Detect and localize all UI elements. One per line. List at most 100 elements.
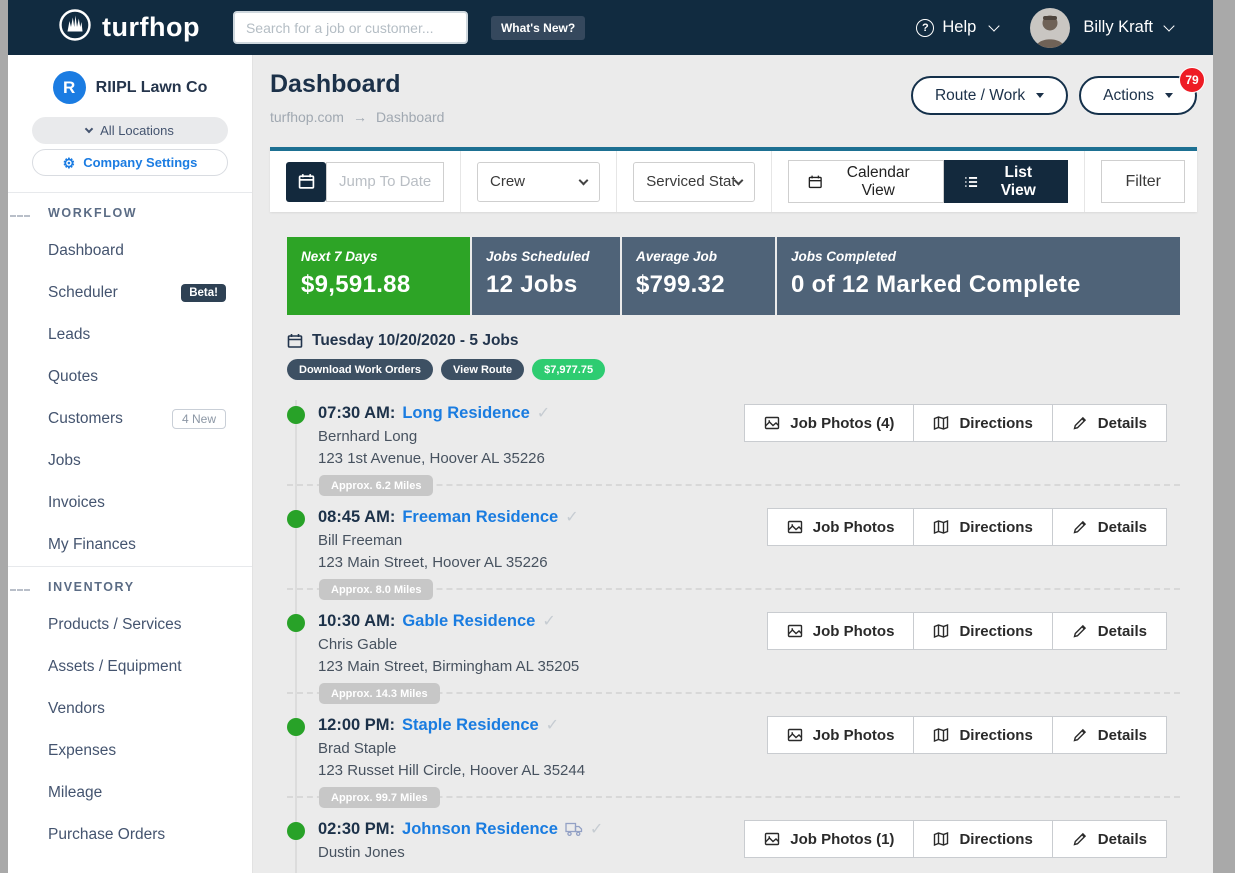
sidebar-item-label: Quotes	[48, 368, 98, 385]
job-details-button[interactable]: Details	[1051, 508, 1167, 546]
job-directions-button[interactable]: Directions	[913, 404, 1053, 442]
job-list: 07:30 AM: Long Residence ✓ Bernhard Long…	[287, 400, 1180, 873]
sidebar-item-label: Customers	[48, 410, 123, 427]
sidebar-item-dashboard[interactable]: Dashboard	[8, 230, 252, 272]
page-title: Dashboard	[270, 70, 401, 98]
mark-complete-check[interactable]: ✓	[536, 405, 551, 422]
brand-logo[interactable]: turfhop	[58, 8, 200, 47]
sidebar-item-scheduler[interactable]: Scheduler Beta!	[8, 272, 252, 314]
job-residence-link[interactable]: Johnson Residence	[402, 819, 558, 838]
pencil-icon	[1073, 728, 1086, 742]
job-photos-button[interactable]: Job Photos (4)	[744, 404, 915, 442]
scrollbar[interactable]	[1213, 0, 1235, 873]
breadcrumb-root[interactable]: turfhop.com	[270, 109, 344, 125]
job-directions-button[interactable]: Directions	[913, 612, 1053, 650]
job-residence-link[interactable]: Gable Residence	[402, 611, 536, 630]
view-route-button[interactable]: View Route	[441, 359, 525, 380]
job-status-dot	[287, 614, 305, 632]
job-customer: Chris Gable	[318, 636, 398, 653]
divider	[8, 192, 252, 193]
day-title: Tuesday 10/20/2020 - 5 Jobs	[312, 332, 519, 349]
crew-select-value: Crew	[490, 173, 526, 190]
job-time: 12:00 PM:	[318, 715, 396, 734]
company-name: RIIPL Lawn Co	[95, 78, 208, 96]
job-separator: Approx. 99.7 Miles	[287, 787, 1180, 808]
sidebar-item-mileage[interactable]: Mileage	[8, 772, 252, 814]
sidebar-item-label: Purchase Orders	[48, 826, 166, 843]
sidebar-item-leads[interactable]: Leads	[8, 314, 252, 356]
route-work-button[interactable]: Route / Work	[910, 76, 1069, 115]
job-residence-link[interactable]: Freeman Residence	[402, 507, 559, 526]
calendar-view-button[interactable]: Calendar View	[788, 160, 944, 203]
day-group-header: Tuesday 10/20/2020 - 5 Jobs Download Wor…	[287, 332, 1180, 380]
job-details-label: Details	[1097, 830, 1147, 848]
sidebar-item-purchase-orders[interactable]: Purchase Orders	[8, 814, 252, 856]
download-work-orders-button[interactable]: Download Work Orders	[287, 359, 434, 380]
sidebar-item-expenses[interactable]: Expenses	[8, 730, 252, 772]
sidebar-item-products-services[interactable]: Products / Services	[8, 604, 252, 646]
job-residence-link[interactable]: Long Residence	[402, 403, 530, 422]
divider	[616, 151, 618, 212]
job-directions-label: Directions	[959, 622, 1033, 640]
list-view-button[interactable]: List View	[943, 160, 1069, 203]
sidebar-item-my-finances[interactable]: My Finances	[8, 524, 252, 566]
pencil-icon	[1073, 624, 1086, 638]
help-menu[interactable]: ? Help	[916, 18, 1000, 37]
filter-button[interactable]: Filter	[1101, 160, 1185, 203]
job-photos-button[interactable]: Job Photos (1)	[744, 820, 915, 858]
sidebar-item-vendors[interactable]: Vendors	[8, 688, 252, 730]
day-total-badge: $7,977.75	[532, 359, 606, 380]
company-header: R RIIPL Lawn Co	[8, 71, 252, 104]
job-directions-button[interactable]: Directions	[913, 508, 1053, 546]
job-directions-label: Directions	[959, 518, 1033, 536]
job-directions-button[interactable]: Directions	[913, 716, 1053, 754]
mark-complete-check[interactable]: ✓	[545, 717, 560, 734]
stat-value: $9,591.88	[301, 271, 411, 298]
chevron-down-icon	[578, 175, 589, 185]
company-settings-button[interactable]: ⚙ Company Settings	[32, 149, 228, 176]
job-status-dot	[287, 718, 305, 736]
crew-select[interactable]: Crew	[477, 161, 601, 202]
divider	[8, 566, 252, 567]
mark-complete-check[interactable]: ✓	[565, 509, 579, 526]
job-photos-button[interactable]: Job Photos	[766, 508, 915, 546]
whats-new-button[interactable]: What's New?	[490, 15, 586, 40]
timeline-line	[295, 816, 297, 873]
serviced-status-select[interactable]: Serviced Stat	[633, 161, 756, 202]
job-customer: Brad Staple	[318, 740, 397, 757]
jump-to-date-input[interactable]	[326, 161, 444, 202]
global-search-input[interactable]	[232, 11, 468, 44]
job-photos-button[interactable]: Job Photos	[766, 612, 915, 650]
job-residence-link[interactable]: Staple Residence	[402, 715, 539, 734]
job-directions-button[interactable]: Directions	[913, 820, 1053, 858]
actions-button[interactable]: Actions 79	[1079, 67, 1205, 115]
image-icon	[787, 624, 802, 638]
image-icon	[765, 832, 780, 846]
job-actions: Job Photos Directions Details	[766, 508, 1167, 546]
job-details-button[interactable]: Details	[1051, 716, 1167, 754]
mark-complete-check[interactable]: ✓	[542, 613, 556, 630]
sidebar-item-assets-equipment[interactable]: Assets / Equipment	[8, 646, 252, 688]
all-locations-dropdown[interactable]: All Locations	[32, 117, 228, 144]
sidebar-item-quotes[interactable]: Quotes	[8, 356, 252, 398]
mark-complete-check[interactable]: ✓	[589, 821, 604, 838]
sidebar-item-customers[interactable]: Customers 4 New	[8, 398, 252, 440]
job-details-button[interactable]: Details	[1051, 404, 1167, 442]
job-miles-badge: Approx. 8.0 Miles	[319, 579, 434, 600]
sidebar-item-label: Products / Services	[48, 616, 182, 633]
user-name[interactable]: Billy Kraft	[1083, 18, 1153, 36]
pencil-icon	[1073, 416, 1086, 430]
map-icon	[934, 727, 949, 743]
date-picker-button[interactable]	[286, 161, 326, 202]
stat-panel: Average Job $799.32	[622, 237, 775, 315]
job-photos-button[interactable]: Job Photos	[766, 716, 915, 754]
user-avatar[interactable]	[1030, 7, 1071, 48]
job-details-button[interactable]: Details	[1051, 612, 1167, 650]
actions-label: Actions	[1103, 86, 1154, 104]
job-time: 10:30 AM:	[318, 611, 396, 630]
sidebar-item-invoices[interactable]: Invoices	[8, 482, 252, 524]
breadcrumb-page: Dashboard	[375, 109, 445, 125]
job-status-dot	[287, 510, 305, 528]
sidebar-item-jobs[interactable]: Jobs	[8, 440, 252, 482]
job-details-button[interactable]: Details	[1051, 820, 1167, 858]
